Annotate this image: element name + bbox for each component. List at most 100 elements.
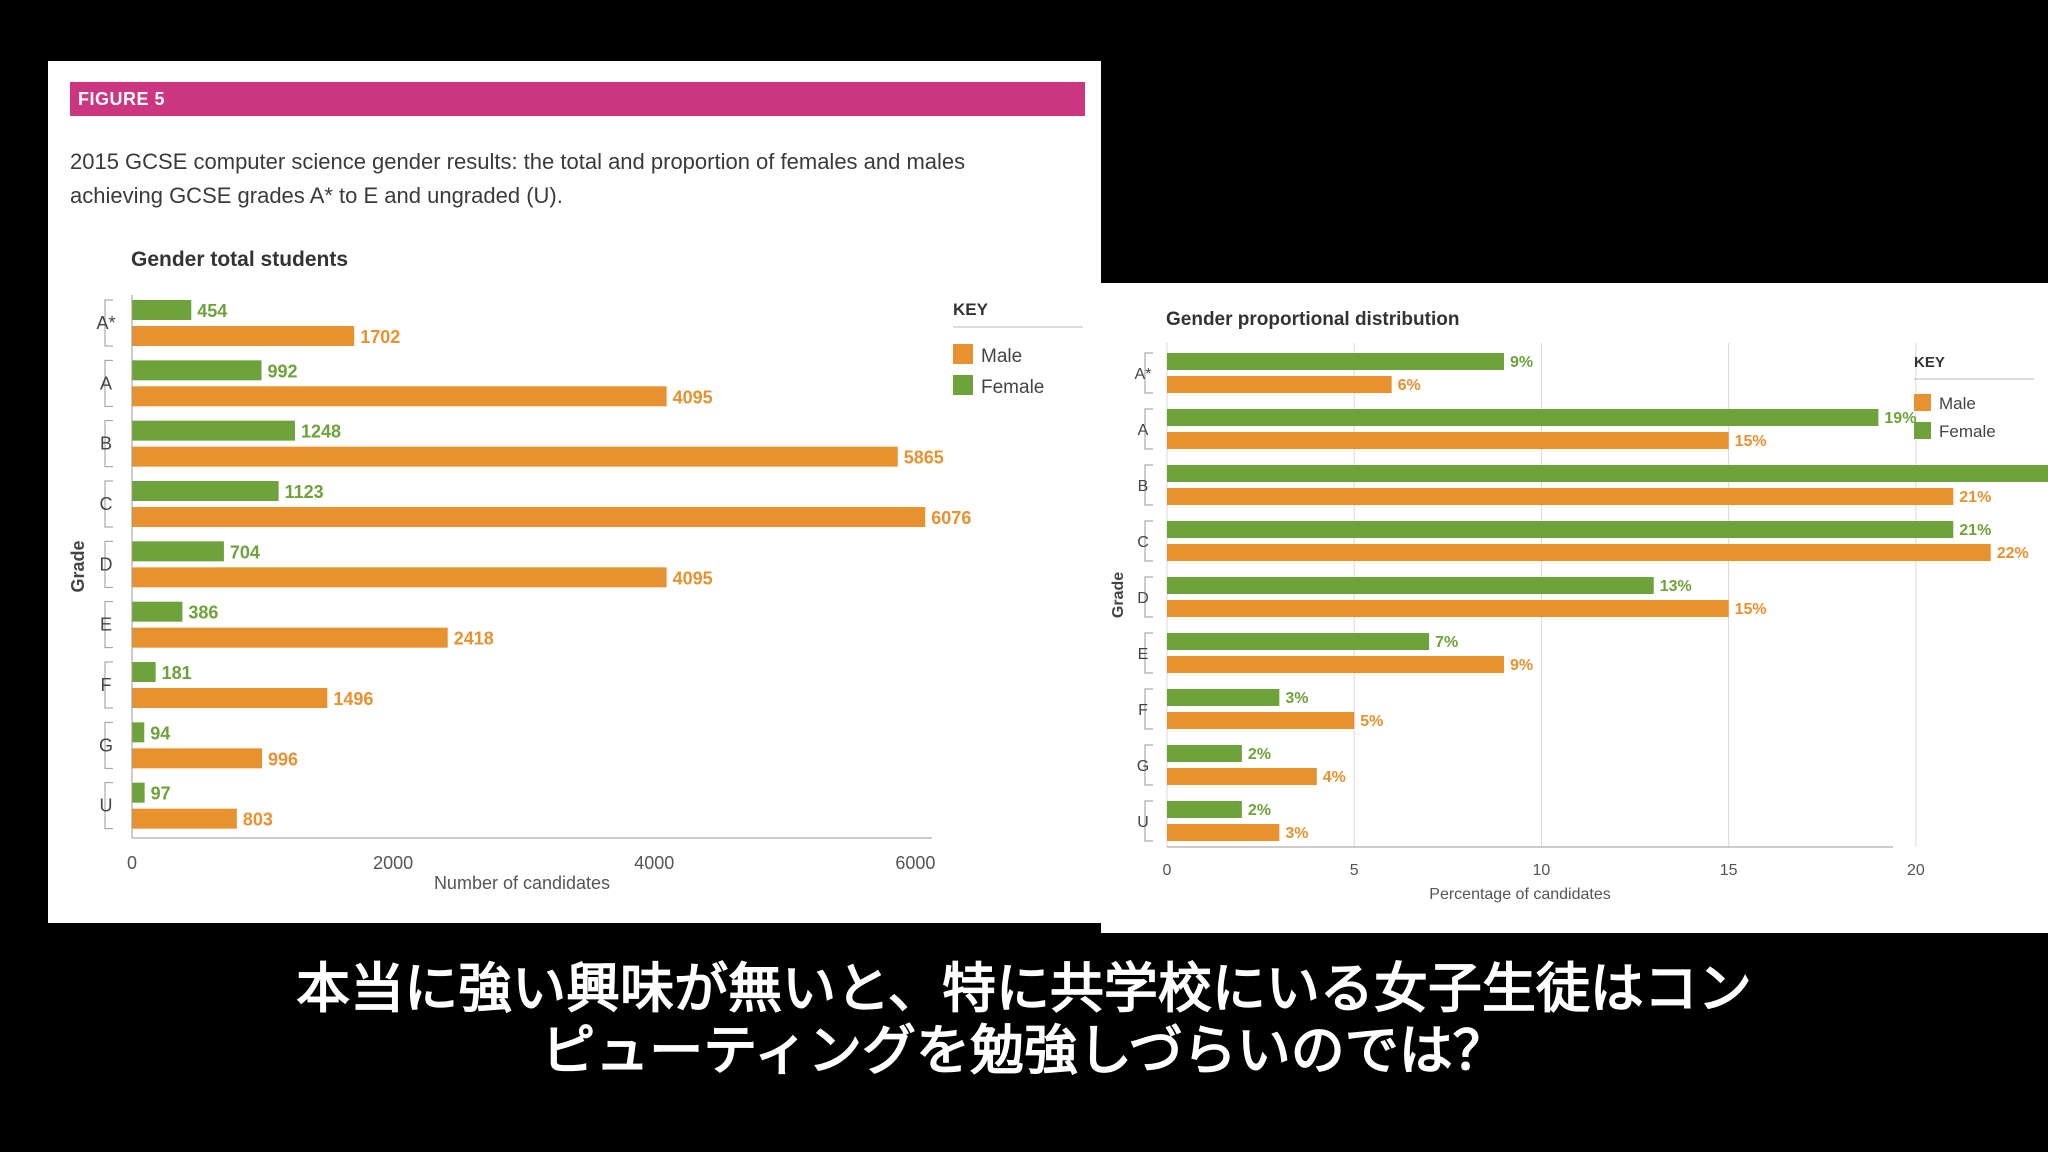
- legend-label-male: Male: [981, 346, 1022, 367]
- grade-label: B: [1138, 478, 1149, 495]
- grade-bracket: [104, 359, 113, 407]
- legend-title: KEY: [1914, 354, 1945, 371]
- grade-label: B: [100, 434, 112, 454]
- subtitle-line-2: ピューティングを勉強しづらいのでは？: [541, 1019, 1507, 1082]
- bar-female: [1167, 409, 1879, 426]
- data-label-female: 992: [268, 361, 298, 381]
- data-label-male: 803: [243, 810, 273, 830]
- data-label-male: 6076: [931, 508, 971, 528]
- grade-label: U: [100, 796, 113, 816]
- bar-male: [1167, 432, 1729, 449]
- legend-label-female: Female: [981, 377, 1044, 398]
- data-label-female: 7%: [1435, 634, 1458, 651]
- chart-title: Gender proportional distribution: [1166, 309, 1459, 330]
- subtitle-line-1: 本当に強い興味が無いと、特に共学校にいる女子生徒はコン: [296, 957, 1752, 1020]
- video-subtitle: 本当に強い興味が無いと、特に共学校にいる女子生徒はコン ピューティングを勉強しづ…: [0, 958, 2048, 1082]
- x-tick-label: 15: [1720, 862, 1738, 879]
- grade-label: A: [100, 373, 112, 393]
- grade-label: A*: [1135, 366, 1152, 383]
- x-tick-label: 6000: [895, 853, 935, 873]
- x-tick-label: 0: [1163, 862, 1172, 879]
- legend-label-female: Female: [1939, 422, 1996, 441]
- bar-male: [132, 808, 237, 829]
- data-label-female: 1123: [285, 482, 324, 502]
- data-label-female: 19%: [1884, 410, 1916, 427]
- data-label-male: 22%: [1997, 545, 2029, 562]
- caption-line-1: 2015 GCSE computer science gender result…: [70, 149, 966, 174]
- bar-male: [132, 627, 448, 648]
- legend-title: KEY: [953, 300, 989, 319]
- x-tick-label: 10: [1533, 862, 1551, 879]
- data-label-male: 21%: [1959, 489, 1991, 506]
- bar-female: [132, 782, 145, 803]
- data-label-male: 4095: [673, 387, 713, 407]
- data-label-male: 3%: [1285, 825, 1308, 842]
- y-axis-label: Grade: [68, 540, 88, 592]
- figure-right-panel: Gender proportional distribution A* 9% 6% A 1…: [1101, 283, 2048, 933]
- grade-label: F: [101, 675, 112, 695]
- data-label-male: 1702: [360, 327, 400, 347]
- bar-female: [1167, 689, 1280, 706]
- legend-swatch-female: [1914, 422, 1931, 439]
- grade-bracket: [104, 540, 113, 588]
- data-label-female: 1248: [301, 422, 341, 442]
- data-label-female: 97: [151, 784, 171, 804]
- grade-bracket: [1144, 576, 1153, 618]
- data-label-male: 6%: [1398, 377, 1421, 394]
- bar-male: [1167, 488, 1954, 505]
- grade-label: U: [1137, 814, 1149, 831]
- data-label-female: 13%: [1660, 578, 1692, 595]
- bar-female: [1167, 521, 1954, 538]
- grade-label: D: [1137, 590, 1149, 607]
- bar-male: [132, 567, 667, 588]
- data-label-male: 2418: [454, 629, 494, 649]
- chart-total-students: Gender total students A* 454 1702 A 992 4095 B 1…: [68, 248, 1083, 893]
- data-label-male: 5865: [904, 448, 944, 468]
- data-label-male: 5%: [1360, 713, 1383, 730]
- grade-label: E: [100, 615, 112, 635]
- figure-label: FIGURE 5: [78, 89, 166, 109]
- data-label-male: 4095: [673, 568, 713, 588]
- grade-label: E: [1138, 646, 1149, 663]
- bar-female: [1167, 577, 1654, 594]
- chart-title: Gender total students: [131, 248, 348, 271]
- bar-female: [132, 360, 262, 381]
- bar-female: [132, 300, 192, 320]
- data-label-male: 4%: [1323, 769, 1346, 786]
- bar-male: [1167, 768, 1317, 785]
- x-tick-label: 5: [1350, 862, 1359, 879]
- bar-male: [1167, 376, 1392, 393]
- bar-female: [1167, 801, 1242, 818]
- bar-male: [1167, 656, 1504, 673]
- legend-label-male: Male: [1939, 394, 1976, 413]
- grade-label: C: [100, 494, 113, 514]
- grade-bracket: [1144, 744, 1153, 786]
- grade-bracket: [104, 721, 113, 769]
- x-tick-label: 4000: [634, 853, 674, 873]
- data-label-male: 15%: [1735, 601, 1767, 618]
- data-label-female: 2%: [1248, 746, 1271, 763]
- data-label-female: 94: [150, 723, 170, 743]
- x-tick-label: 0: [127, 853, 137, 873]
- grade-bracket: [104, 661, 113, 709]
- grade-label: G: [1137, 758, 1149, 775]
- grade-bracket: [104, 420, 113, 468]
- x-axis-label: Percentage of candidates: [1429, 886, 1610, 903]
- data-label-male: 1496: [333, 689, 373, 709]
- bar-female: [132, 601, 183, 622]
- bar-male: [1167, 824, 1280, 841]
- grade-bracket: [1144, 408, 1153, 450]
- data-label-female: 21%: [1959, 522, 1991, 539]
- chart-proportional-distribution: Gender proportional distribution A* 9% 6% A 1…: [1110, 309, 2048, 903]
- bar-male: [132, 748, 263, 769]
- grade-label: D: [100, 554, 113, 574]
- legend-swatch-male: [1914, 394, 1931, 411]
- data-label-female: 2%: [1248, 802, 1271, 819]
- data-label-female: 9%: [1510, 354, 1533, 371]
- grade-label: F: [1138, 702, 1148, 719]
- data-label-female: 181: [162, 663, 192, 683]
- bar-female: [132, 481, 279, 501]
- bar-male: [1167, 600, 1729, 617]
- bar-female: [132, 662, 156, 682]
- bar-male: [132, 386, 667, 407]
